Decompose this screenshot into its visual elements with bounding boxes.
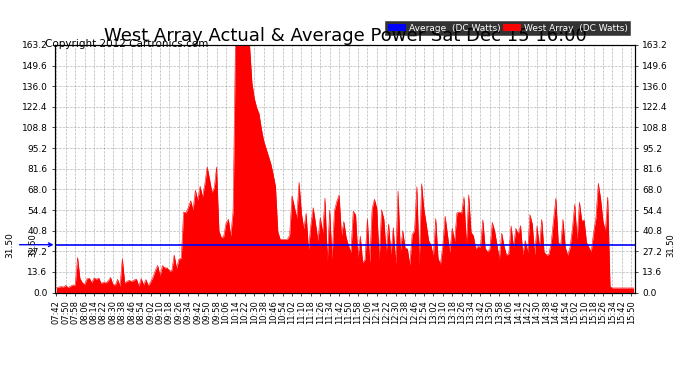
Legend: Average  (DC Watts), West Array  (DC Watts): Average (DC Watts), West Array (DC Watts… xyxy=(385,21,630,36)
Text: 31.50: 31.50 xyxy=(28,233,37,256)
Text: 31.50: 31.50 xyxy=(5,232,52,258)
Text: 31.50: 31.50 xyxy=(667,233,676,256)
Title: West Array Actual & Average Power Sat Dec 15 16:00: West Array Actual & Average Power Sat De… xyxy=(104,27,586,45)
Text: Copyright 2012 Cartronics.com: Copyright 2012 Cartronics.com xyxy=(45,39,208,50)
